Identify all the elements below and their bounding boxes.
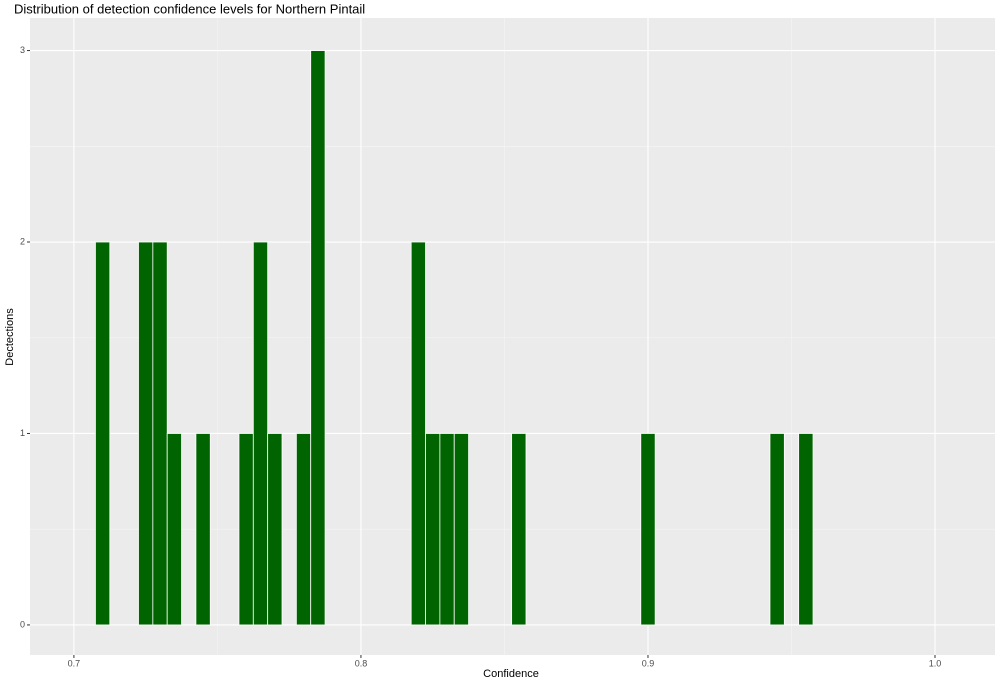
y-tick-label: 3 [20, 45, 25, 55]
bar [166, 433, 182, 626]
bar [152, 241, 168, 626]
bar [769, 433, 785, 626]
y-axis-label: Dectections [4, 308, 16, 366]
bar [640, 433, 656, 626]
bar [511, 433, 527, 626]
x-tick-label: 0.9 [642, 658, 655, 668]
bar [310, 50, 326, 626]
y-tick-label: 2 [20, 236, 25, 246]
bar [267, 433, 283, 626]
bar [195, 433, 211, 626]
bar [453, 433, 469, 626]
bar [95, 241, 111, 626]
y-tick-label: 0 [20, 619, 25, 629]
bar [425, 433, 441, 626]
x-tick-label: 0.7 [68, 658, 81, 668]
bar [138, 241, 154, 626]
bar [798, 433, 814, 626]
bar [252, 241, 269, 626]
bar [410, 241, 426, 626]
x-tick-label: 1.0 [929, 658, 942, 668]
x-axis-label: Confidence [483, 668, 539, 680]
bar [295, 433, 312, 626]
bar [439, 433, 455, 626]
chart-title: Distribution of detection confidence lev… [14, 1, 365, 16]
y-tick-label: 1 [20, 428, 25, 438]
bar [238, 433, 254, 626]
x-tick-label: 0.8 [355, 658, 368, 668]
